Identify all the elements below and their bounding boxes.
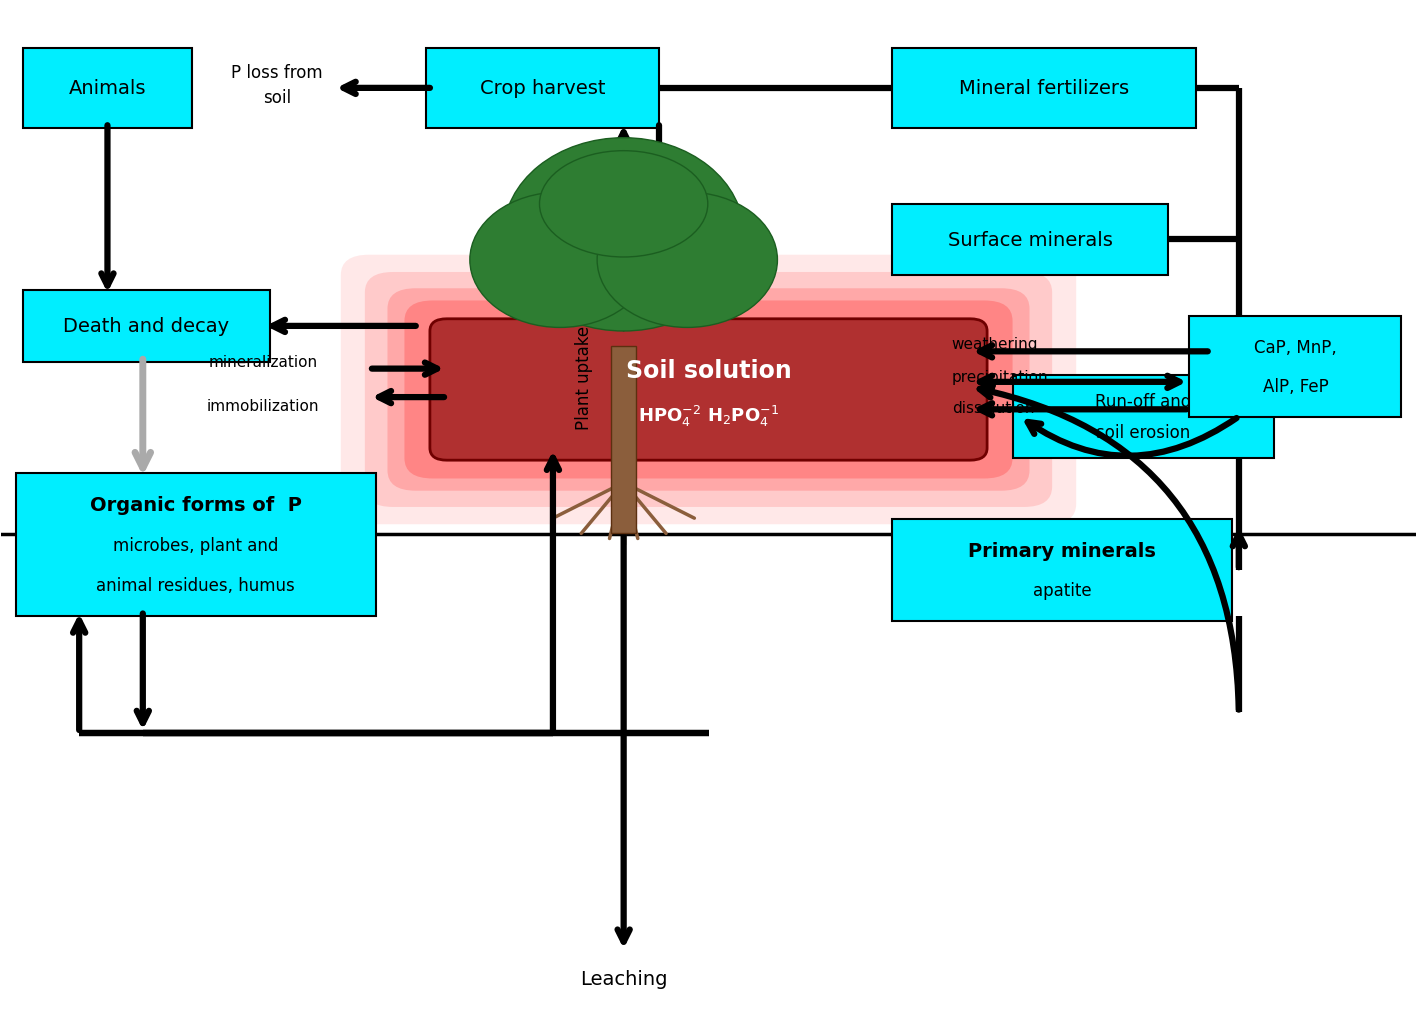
FancyBboxPatch shape xyxy=(1189,317,1401,418)
FancyBboxPatch shape xyxy=(387,289,1030,491)
FancyBboxPatch shape xyxy=(341,256,1076,525)
FancyBboxPatch shape xyxy=(611,346,636,534)
Text: Organic forms of  P: Organic forms of P xyxy=(89,495,302,515)
Text: Leaching: Leaching xyxy=(580,969,667,988)
Text: soil erosion: soil erosion xyxy=(1097,424,1190,442)
Text: Plant uptake: Plant uptake xyxy=(575,325,594,429)
Text: Crop harvest: Crop harvest xyxy=(479,79,605,98)
Text: dissolution: dissolution xyxy=(952,400,1034,416)
FancyBboxPatch shape xyxy=(893,205,1168,276)
FancyBboxPatch shape xyxy=(425,49,659,128)
FancyBboxPatch shape xyxy=(16,474,376,616)
FancyBboxPatch shape xyxy=(23,291,271,362)
FancyBboxPatch shape xyxy=(429,320,988,461)
FancyBboxPatch shape xyxy=(23,49,193,128)
FancyBboxPatch shape xyxy=(404,302,1013,479)
Text: mineralization: mineralization xyxy=(208,355,317,370)
Text: Run-off and: Run-off and xyxy=(1095,392,1192,410)
Ellipse shape xyxy=(470,193,650,328)
Text: HPO$_4^{-2}$ H$_2$PO$_4^{-1}$: HPO$_4^{-2}$ H$_2$PO$_4^{-1}$ xyxy=(638,404,779,428)
Text: animal residues, humus: animal residues, humus xyxy=(96,576,295,594)
Text: weathering: weathering xyxy=(952,336,1039,352)
Ellipse shape xyxy=(597,193,778,328)
Text: apatite: apatite xyxy=(1033,582,1091,599)
FancyBboxPatch shape xyxy=(364,273,1053,507)
Text: Primary minerals: Primary minerals xyxy=(968,541,1156,560)
FancyBboxPatch shape xyxy=(893,520,1231,622)
Ellipse shape xyxy=(503,139,744,331)
Text: AlP, FeP: AlP, FeP xyxy=(1263,378,1328,396)
Text: precipitation: precipitation xyxy=(952,370,1049,385)
Text: soil: soil xyxy=(264,89,292,107)
Text: P loss from: P loss from xyxy=(231,63,323,82)
FancyBboxPatch shape xyxy=(1013,375,1274,459)
Ellipse shape xyxy=(540,152,708,258)
FancyBboxPatch shape xyxy=(893,49,1196,128)
Text: Death and decay: Death and decay xyxy=(64,317,230,336)
Text: Mineral fertilizers: Mineral fertilizers xyxy=(959,79,1129,98)
Text: CaP, MnP,: CaP, MnP, xyxy=(1254,338,1336,357)
Text: Soil solution: Soil solution xyxy=(626,359,791,382)
Text: immobilization: immobilization xyxy=(207,398,319,414)
Text: microbes, plant and: microbes, plant and xyxy=(113,536,279,554)
Text: Animals: Animals xyxy=(68,79,146,98)
Text: Surface minerals: Surface minerals xyxy=(948,230,1112,250)
